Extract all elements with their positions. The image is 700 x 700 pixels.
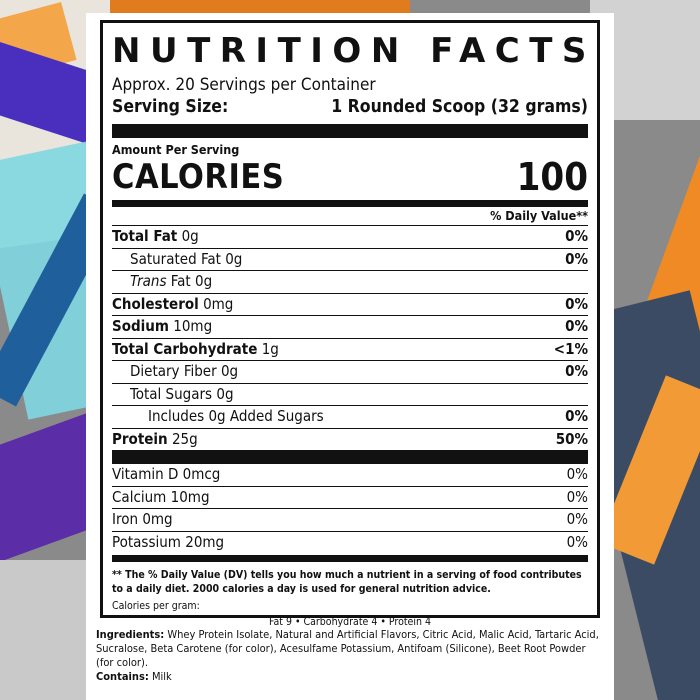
nutrient-dv: 0%: [565, 317, 588, 335]
vitamin-row-vitamin-d: Vitamin D 0mcg 0%: [112, 464, 588, 487]
nutrient-row-total-fat: Total Fat 0g 0%: [112, 226, 588, 249]
nutrient-amount: 0g: [216, 384, 234, 403]
medium-divider: [112, 200, 588, 207]
nutrient-name: Dietary Fiber: [130, 362, 217, 380]
nutrient-row-total-sugars: Total Sugars 0g: [112, 384, 588, 406]
ingredients-block: Ingredients: Whey Protein Isolate, Natur…: [96, 628, 604, 684]
nutrient-amount: 0g: [181, 227, 199, 245]
nutrient-row-protein: Protein 25g 50%: [112, 429, 588, 451]
serving-size-row: Serving Size: 1 Rounded Scoop (32 grams): [112, 96, 588, 118]
calories-value: 100: [516, 155, 588, 199]
nutrient-row-sodium: Sodium 10mg 0%: [112, 316, 588, 339]
calories-label: CALORIES: [112, 157, 285, 197]
nutrient-dv: 0%: [565, 362, 588, 380]
vitamin-row-calcium: Calcium 10mg 0%: [112, 487, 588, 509]
nutrient-dv: 0%: [565, 227, 588, 245]
vitamin-dv: 0%: [566, 487, 588, 506]
thick-divider: [112, 450, 588, 464]
serving-size-label: Serving Size:: [112, 97, 229, 117]
nutrient-dv: 0%: [565, 407, 588, 425]
medium-divider: [112, 555, 588, 562]
nutrient-name: Cholesterol: [112, 294, 199, 313]
vitamin-amount: 0mcg: [182, 465, 221, 483]
nutrient-row-added-sugars: Includes 0g Added Sugars 0%: [112, 406, 588, 429]
calories-row: CALORIES 100: [112, 158, 588, 196]
nutrient-dv: 0%: [565, 294, 588, 313]
vitamin-dv: 0%: [566, 510, 588, 528]
nutrient-name: Protein: [112, 429, 168, 448]
nutrition-facts-label: NUTRITION FACTS Approx. 20 Servings per …: [100, 20, 600, 628]
contains-label: Contains:: [96, 670, 149, 683]
vitamin-row-iron: Iron 0mg 0%: [112, 509, 588, 532]
nutrient-amount: 10mg: [173, 317, 213, 335]
vitamin-name: Potassium: [112, 532, 181, 551]
nutrient-dv: 0%: [565, 249, 588, 268]
contains-list: Milk: [148, 670, 172, 683]
vitamin-dv: 0%: [566, 532, 588, 551]
daily-value-header: % Daily Value**: [112, 207, 588, 226]
nutrient-name: Saturated Fat: [130, 249, 221, 268]
vitamin-amount: 0mg: [142, 510, 173, 528]
nutrient-row-trans-fat: Trans Fat 0g: [112, 271, 588, 294]
nutrient-amount: 1g: [261, 339, 279, 358]
vitamin-name: Calcium: [112, 487, 167, 506]
calories-per-gram-label: Calories per gram:: [112, 600, 200, 612]
nutrient-row-saturated-fat: Saturated Fat 0g 0%: [112, 249, 588, 271]
ingredients-label: Ingredients:: [96, 628, 165, 641]
nutrient-name: Total Sugars: [130, 384, 213, 403]
nutrient-amount: 0g: [220, 362, 239, 380]
vitamin-dv: 0%: [566, 465, 588, 483]
ingredients-text: Ingredients: Whey Protein Isolate, Natur…: [96, 628, 604, 670]
vitamin-amount: 20mg: [185, 532, 225, 551]
contains-text: Contains: Milk: [96, 670, 604, 684]
vitamin-name: Iron: [112, 510, 139, 528]
nutrient-row-cholesterol: Cholesterol 0mg 0%: [112, 294, 588, 316]
label-title: NUTRITION FACTS: [112, 31, 596, 71]
vitamin-row-potassium: Potassium 20mg 0%: [112, 532, 588, 554]
nutrient-dv: <1%: [553, 339, 588, 358]
daily-value-footnote: ** The % Daily Value (DV) tells you how …: [112, 569, 582, 595]
nutrient-row-dietary-fiber: Dietary Fiber 0g 0%: [112, 361, 588, 384]
nutrient-row-total-carbohydrate: Total Carbohydrate 1g <1%: [112, 339, 588, 361]
serving-size-value: 1 Rounded Scoop (32 grams): [331, 97, 588, 117]
nutrient-amount: 0g: [195, 272, 213, 290]
nutrient-name: Sodium: [112, 317, 169, 335]
vitamin-name: Vitamin D: [112, 465, 179, 483]
nutrient-name: Includes 0g Added Sugars: [148, 407, 324, 425]
ingredients-list: Whey Protein Isolate, Natural and Artifi…: [96, 628, 599, 669]
nutrient-name: Trans: [130, 272, 167, 290]
nutrient-name-suffix: Fat: [166, 272, 191, 290]
nutrient-name: Total Fat: [112, 227, 178, 245]
nutrient-dv: 50%: [555, 429, 588, 448]
calories-per-gram-values: Fat 9 • Carbohydrate 4 • Protein 4: [268, 616, 431, 628]
amount-per-serving: Amount Per Serving: [112, 142, 240, 157]
servings-per-container: Approx. 20 Servings per Container: [112, 75, 376, 95]
nutrient-name: Total Carbohydrate: [112, 339, 258, 358]
nutrient-amount: 0mg: [203, 294, 234, 313]
nutrient-amount: 25g: [171, 429, 198, 448]
nutrient-amount: 0g: [225, 249, 243, 268]
vitamin-amount: 10mg: [170, 487, 210, 506]
thick-divider: [112, 124, 588, 138]
